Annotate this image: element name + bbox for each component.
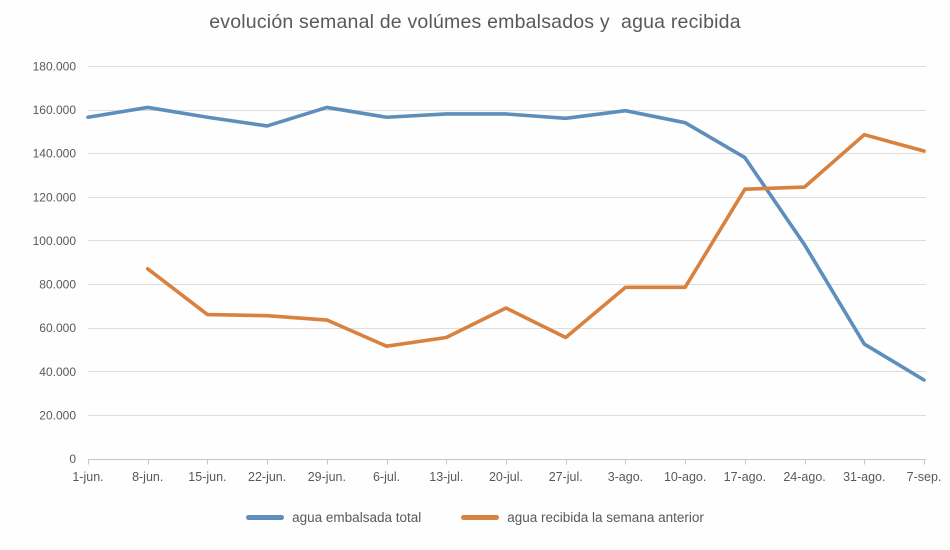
y-axis-tick-label: 140.000 — [33, 147, 77, 161]
legend-label: agua embalsada total — [292, 510, 422, 525]
series-line-agua-embalsada-total — [86, 105, 926, 382]
x-axis-tick-label: 22-jun. — [248, 470, 286, 484]
y-axis-tick-label: 80.000 — [39, 278, 76, 292]
y-axis-tick-label: 180.000 — [33, 60, 77, 74]
x-axis-tick-label: 13-jul. — [429, 470, 463, 484]
x-axis-tick-label: 8-jun. — [132, 470, 163, 484]
x-axis-tick-label: 24-ago. — [783, 470, 825, 484]
x-axis-tick-label: 7-sep. — [907, 470, 942, 484]
y-axis-tick-label: 40.000 — [39, 365, 76, 379]
x-axis-tick-label: 1-jun. — [72, 470, 103, 484]
legend-label: agua recibida la semana anterior — [507, 510, 704, 525]
x-axis-tick-label: 31-ago. — [843, 470, 885, 484]
y-axis-tick-label: 0 — [69, 452, 76, 466]
x-axis-tick-label: 6-jul. — [373, 470, 400, 484]
x-axis-tick-label: 29-jun. — [308, 470, 346, 484]
x-axis-tick-label: 20-jul. — [489, 470, 523, 484]
legend-item-agua-embalsada-total: agua embalsada total — [246, 510, 421, 525]
chart-title: evolución semanal de volúmes embalsados … — [209, 11, 741, 33]
y-axis-tick-label: 160.000 — [33, 103, 77, 117]
x-axis-tick-label: 3-ago. — [608, 470, 643, 484]
legend: agua embalsada total agua recibida la sem… — [0, 510, 950, 525]
x-axis-tick-label: 17-ago. — [724, 470, 766, 484]
series-line-agua-recibida-la-semana-anterior — [145, 132, 926, 349]
legend-line-marker — [246, 515, 285, 520]
y-axis-tick-label: 100.000 — [33, 234, 77, 248]
legend-item-agua-recibida-la-semana-anterior: agua recibida la semana anterior — [461, 510, 704, 525]
y-axis-tick-label: 20.000 — [39, 408, 76, 422]
x-axis-tick-label: 10-ago. — [664, 470, 706, 484]
x-axis-tick-label: 15-jun. — [188, 470, 226, 484]
x-axis-tick-label: 27-jul. — [549, 470, 583, 484]
legend-line-marker — [461, 515, 500, 520]
y-axis-tick-label: 60.000 — [39, 321, 76, 335]
y-axis-tick-label: 120.000 — [33, 190, 77, 204]
